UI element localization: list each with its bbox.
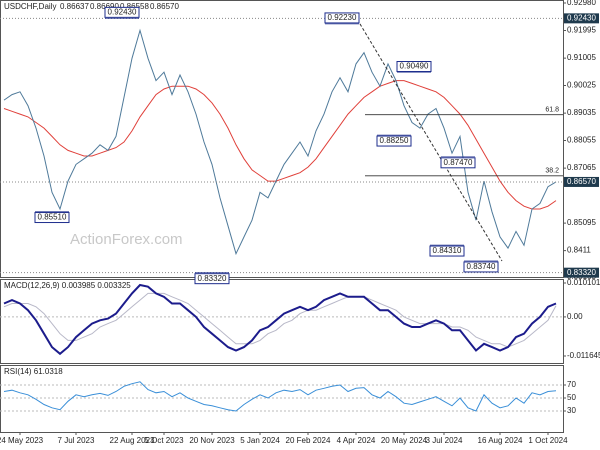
- y-tick-label: 0.91005: [567, 53, 596, 62]
- x-tick-label: 24 May 2023: [0, 436, 44, 445]
- axis-marker-box: [564, 267, 599, 278]
- y-tick-label: 50: [567, 393, 576, 402]
- main-panel: [0, 0, 564, 278]
- x-tick-label: 4 Apr 2024: [337, 436, 376, 445]
- trend-line: [359, 23, 503, 262]
- annotation-label: 0.90490: [400, 62, 429, 71]
- series-line: [3, 381, 557, 412]
- series-line: [3, 283, 557, 356]
- annotation-box: [440, 157, 476, 169]
- y-tick-label: 0.91995: [567, 26, 596, 35]
- annotation-box: [104, 6, 140, 18]
- annotation-label: 0.84310: [433, 246, 462, 255]
- annotation-box: [463, 261, 499, 273]
- x-tick-label: 20 May 2024: [381, 436, 428, 445]
- y-tick-label: 0.90025: [567, 81, 596, 90]
- annotation-label: 0.88250: [380, 136, 409, 145]
- quote-value: 0.86558: [120, 2, 149, 11]
- annotation-box: [396, 61, 432, 73]
- series-line: [3, 292, 557, 348]
- macd-panel: [0, 279, 564, 364]
- rsi-panel: [0, 365, 564, 433]
- x-tick-label: 20 Feb 2024: [286, 436, 331, 445]
- annotation-box: [429, 245, 465, 257]
- annotation-label: 0.87470: [444, 158, 473, 167]
- fib-label: 61.8: [545, 107, 559, 114]
- x-tick-label: 22 Aug 2023: [110, 436, 155, 445]
- annotation-box: [34, 212, 70, 224]
- x-tick-label: 7 Jul 2023: [58, 436, 95, 445]
- x-tick-label: 5 Oct 2023: [144, 436, 184, 445]
- x-tick-label: 1 Oct 2024: [528, 436, 568, 445]
- x-tick-label: 16 Aug 2024: [478, 436, 523, 445]
- axis-marker-box: [564, 176, 599, 187]
- x-tick-label: 20 Nov 2023: [189, 436, 235, 445]
- annotation-box: [376, 135, 412, 147]
- y-tick-label: 0.85095: [567, 218, 596, 227]
- axis-marker-box: [564, 13, 599, 24]
- watermark: ActionForex.com: [70, 231, 183, 248]
- y-tick-label: 0.88055: [567, 136, 596, 145]
- annotation-label: 0.83740: [467, 262, 496, 271]
- annotation-label: 0.92230: [328, 13, 357, 22]
- y-tick-label: 0.010101: [567, 278, 600, 287]
- axis-marker-label: 0.83320: [567, 268, 596, 277]
- rsi-title: RSI(14) 61.0318: [4, 367, 63, 376]
- y-tick-label: 0.00: [567, 312, 583, 321]
- axis-marker-label: 0.92430: [567, 13, 596, 22]
- fib-label: 38.2: [545, 168, 559, 175]
- series-line: [3, 80, 557, 210]
- annotation-label: 0.92430: [108, 7, 137, 16]
- chart-title: USDCHF,Daily: [4, 2, 56, 11]
- y-tick-label: 0.92980: [567, 0, 596, 7]
- quote-value: 0.86637: [60, 2, 89, 11]
- y-tick-label: -0.011645: [567, 351, 600, 360]
- y-tick-label: 0.8411: [567, 246, 591, 255]
- quote-value: 0.86690: [90, 2, 119, 11]
- macd-title: MACD(12,26,9) 0.003985 0.003325: [4, 281, 131, 290]
- x-tick-label: 3 Jul 2024: [426, 436, 463, 445]
- y-tick-label: 0.87065: [567, 163, 596, 172]
- y-tick-label: 0.89035: [567, 108, 596, 117]
- y-tick-label: 70: [567, 380, 576, 389]
- axis-marker-label: 0.86570: [567, 177, 596, 186]
- annotation-box: [324, 12, 360, 24]
- annotation-label: 0.85510: [38, 213, 67, 222]
- quote-value: 0.86570: [150, 2, 179, 11]
- annotation-box: [194, 273, 230, 285]
- x-tick-label: 5 Jan 2024: [240, 436, 280, 445]
- annotation-label: 0.83320: [198, 274, 227, 283]
- y-tick-label: 30: [567, 406, 576, 415]
